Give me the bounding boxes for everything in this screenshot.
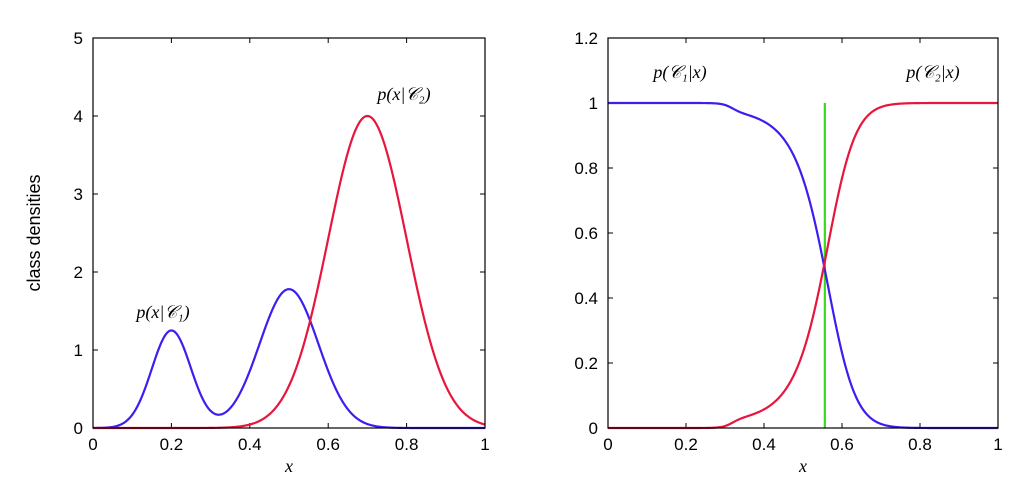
R-ytick-label: 0.8 [574, 159, 598, 178]
left-series-class2-line [92, 114, 486, 430]
right-series-class2-line [607, 101, 999, 430]
left-plot-frame [92, 37, 486, 429]
right-series-class1-line [607, 101, 999, 430]
L-ytick-label: 0 [74, 419, 83, 438]
R-ytick-label: 1.2 [574, 29, 598, 48]
left-y-axis-label: class densities [24, 174, 44, 291]
L-ytick-label: 4 [74, 107, 83, 126]
L-ytick-label: 5 [74, 29, 83, 48]
right-x-axis-label: x [798, 456, 807, 476]
R-xtick-label: 0.8 [908, 435, 932, 454]
right-series-class1-label: p(𝒞₁|x) [651, 62, 706, 83]
L-xtick-label: 0.4 [238, 435, 262, 454]
right-plot-frame [607, 37, 999, 429]
left-ticks: 0 0.2 0.4 0.6 0.8 1 0 1 2 3 4 5 [74, 29, 490, 454]
left-chart: 0 0.2 0.4 0.6 0.8 1 0 1 2 3 4 5 class densities x p… [24, 29, 490, 476]
R-ytick-label: 0.6 [574, 224, 598, 243]
L-xtick-label: 1 [480, 435, 489, 454]
right-ticks: 0 0.2 0.4 0.6 0.8 1 0 0.2 0.4 0.6 0.8 1 1.2 [574, 29, 1002, 454]
R-ytick-label: 0 [589, 419, 598, 438]
left-x-axis-label: x [284, 456, 293, 476]
right-series-class2-label: p(𝒞₂|x) [904, 62, 959, 83]
left-series-class1-label: p(x|𝒞₁) [134, 302, 189, 323]
L-ytick-label: 2 [74, 263, 83, 282]
R-xtick-label: 0.4 [752, 435, 776, 454]
L-ytick-label: 3 [74, 185, 83, 204]
left-series-class2-label: p(x|𝒞₂) [375, 84, 430, 105]
R-xtick-label: 0 [603, 435, 612, 454]
R-ytick-label: 0.2 [574, 354, 598, 373]
R-xtick-label: 1 [993, 435, 1002, 454]
right-chart: 0 0.2 0.4 0.6 0.8 1 0 0.2 0.4 0.6 0.8 1 1.2 x p(𝒞₁|x… [574, 29, 1002, 476]
L-ytick-label: 1 [74, 341, 83, 360]
L-xtick-label: 0.2 [160, 435, 184, 454]
R-xtick-label: 0.6 [830, 435, 854, 454]
R-ytick-label: 0.4 [574, 289, 598, 308]
R-xtick-label: 0.2 [674, 435, 698, 454]
L-xtick-label: 0.6 [316, 435, 340, 454]
L-xtick-label: 0 [88, 435, 97, 454]
L-xtick-label: 0.8 [395, 435, 419, 454]
R-ytick-label: 1 [589, 94, 598, 113]
